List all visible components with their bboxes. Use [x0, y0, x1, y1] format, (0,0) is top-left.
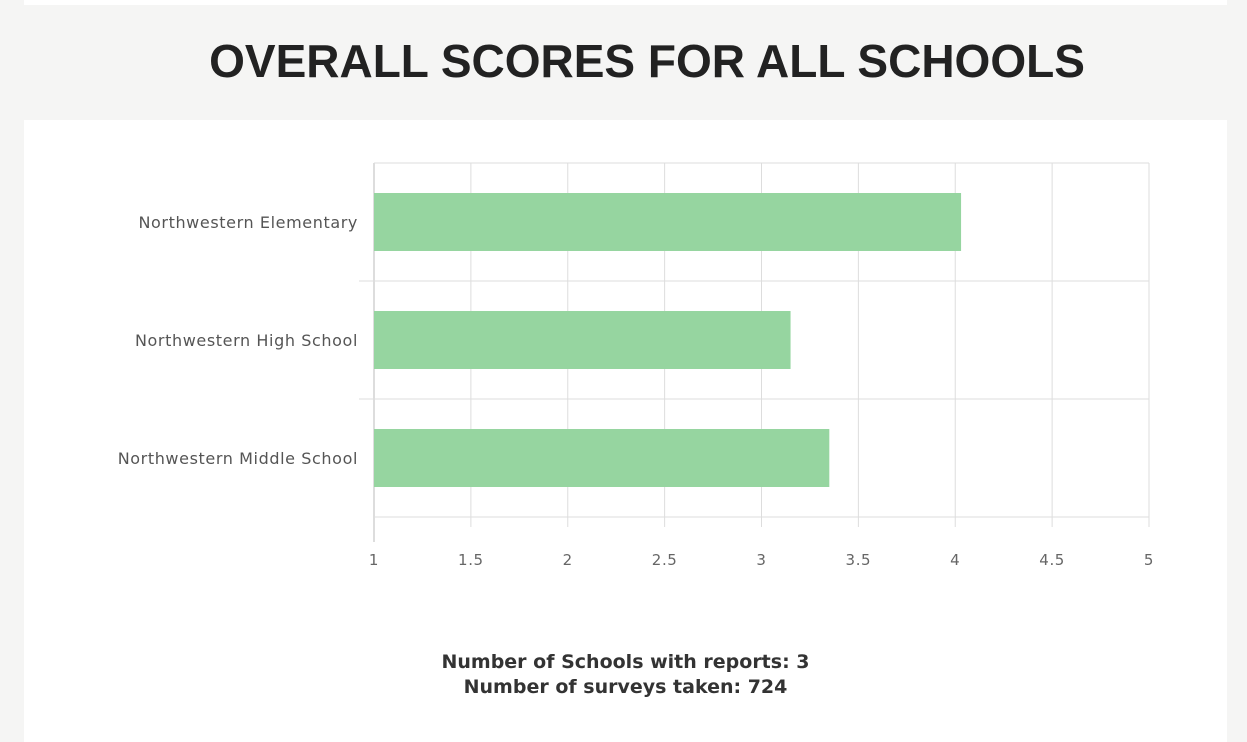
category-label: Northwestern High School [135, 331, 358, 350]
x-tick-label: 1 [369, 551, 379, 569]
bar-chart: 1 1.5 2 2.5 3 3.5 4 4.5 5 Northwestern Elementary… [118, 162, 1154, 569]
category-label: Northwestern Middle School [118, 449, 358, 468]
x-tick-label: 2 [563, 551, 573, 569]
x-tick-label: 4.5 [1039, 551, 1065, 569]
x-tick-label: 1.5 [458, 551, 484, 569]
bar [374, 311, 791, 369]
summary-block: Number of Schools with reports: 3 Number… [24, 650, 1227, 700]
x-tick-label: 3.5 [846, 551, 872, 569]
category-label: Northwestern Elementary [138, 213, 358, 232]
surveys-count-text: Number of surveys taken: 724 [463, 676, 788, 698]
chart-card: 1 1.5 2 2.5 3 3.5 4 4.5 5 Northwestern Elementary… [24, 120, 1227, 742]
x-tick-label: 4 [950, 551, 960, 569]
top-strip [24, 0, 1227, 5]
x-tick-label: 3 [756, 551, 766, 569]
x-tick-label: 2.5 [652, 551, 678, 569]
bar [374, 193, 962, 251]
x-tick-label: 5 [1144, 551, 1154, 569]
page-title: OVERALL SCORES FOR ALL SCHOOLS [209, 35, 1085, 87]
bar [374, 429, 830, 487]
schools-count-text: Number of Schools with reports: 3 [441, 651, 810, 673]
